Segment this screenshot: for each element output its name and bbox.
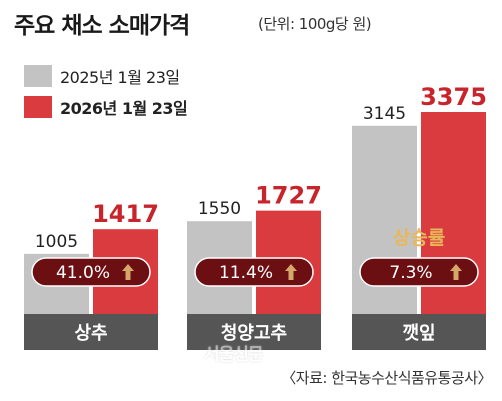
value-label-2026: 1417 [92,200,159,228]
legend-swatch-2026 [24,96,52,118]
increase-rate-text: 41.0% [56,263,110,283]
up-arrow-icon [122,264,134,280]
value-label-2025: 3145 [363,104,406,124]
category-band [24,314,158,350]
increase-rate-badge [31,257,151,287]
value-label-2025: 1005 [35,232,78,252]
watermark: 서울신문 [204,345,264,365]
chart-title: 주요 채소 소매가격 [14,13,190,39]
unit-label: (단위: 100g당 원) [258,15,372,33]
legend-label-2026: 2026년 1월 23일 [60,99,188,118]
category-band [352,314,486,350]
category-band [187,314,321,350]
legend-swatch-2025 [24,65,52,87]
up-arrow-icon [285,264,297,280]
category-label: 청양고추 [221,323,287,344]
value-label-2026: 1727 [255,182,322,210]
increase-rate-caption: 상승률 [393,227,445,249]
increase-rate-badge [194,257,314,287]
source-label: 〈자료: 한국농수산식품유통공사〉 [281,369,492,387]
increase-rate-text: 7.3% [389,263,432,283]
value-label-2026: 3375 [420,83,487,111]
value-label-2025: 1550 [198,199,241,219]
legend-item-2025: 2025년 1월 23일 [24,64,180,88]
increase-rate-badge [359,257,479,287]
up-arrow-icon [450,264,462,280]
legend-item-2026: 2026년 1월 23일 [24,95,188,119]
category-label: 깻잎 [402,323,435,344]
category-label: 상추 [74,323,107,344]
legend-label-2025: 2025년 1월 23일 [60,68,180,87]
increase-rate-text: 11.4% [219,263,273,283]
